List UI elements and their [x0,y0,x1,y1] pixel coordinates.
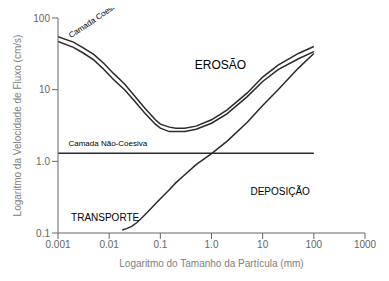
svg-text:EROSÃO: EROSÃO [195,58,246,72]
svg-text:DEPOSIÇÃO: DEPOSIÇÃO [250,185,310,197]
svg-text:Camada Coesiva: Camada Coesiva [67,8,123,40]
svg-text:10: 10 [39,84,51,95]
svg-text:0.01: 0.01 [99,239,119,250]
svg-text:100: 100 [33,13,50,24]
svg-text:Logaritmo do Tamanho da Partíc: Logaritmo do Tamanho da Partícula (mm) [119,258,303,269]
svg-text:100: 100 [305,239,322,250]
svg-text:0.1: 0.1 [153,239,167,250]
svg-text:Logaritmo da Velocidade de Flu: Logaritmo da Velocidade de Fluxo (cm/s) [12,35,23,217]
svg-text:0.001: 0.001 [45,239,70,250]
svg-text:1.0: 1.0 [205,239,219,250]
svg-text:Camada Não-Coesiva: Camada Não-Coesiva [68,139,147,148]
svg-text:0.1: 0.1 [36,228,50,239]
svg-text:TRANSPORTE: TRANSPORTE [71,212,139,223]
svg-text:1.0: 1.0 [36,156,50,167]
svg-text:10: 10 [257,239,269,250]
svg-text:1000: 1000 [354,239,377,250]
